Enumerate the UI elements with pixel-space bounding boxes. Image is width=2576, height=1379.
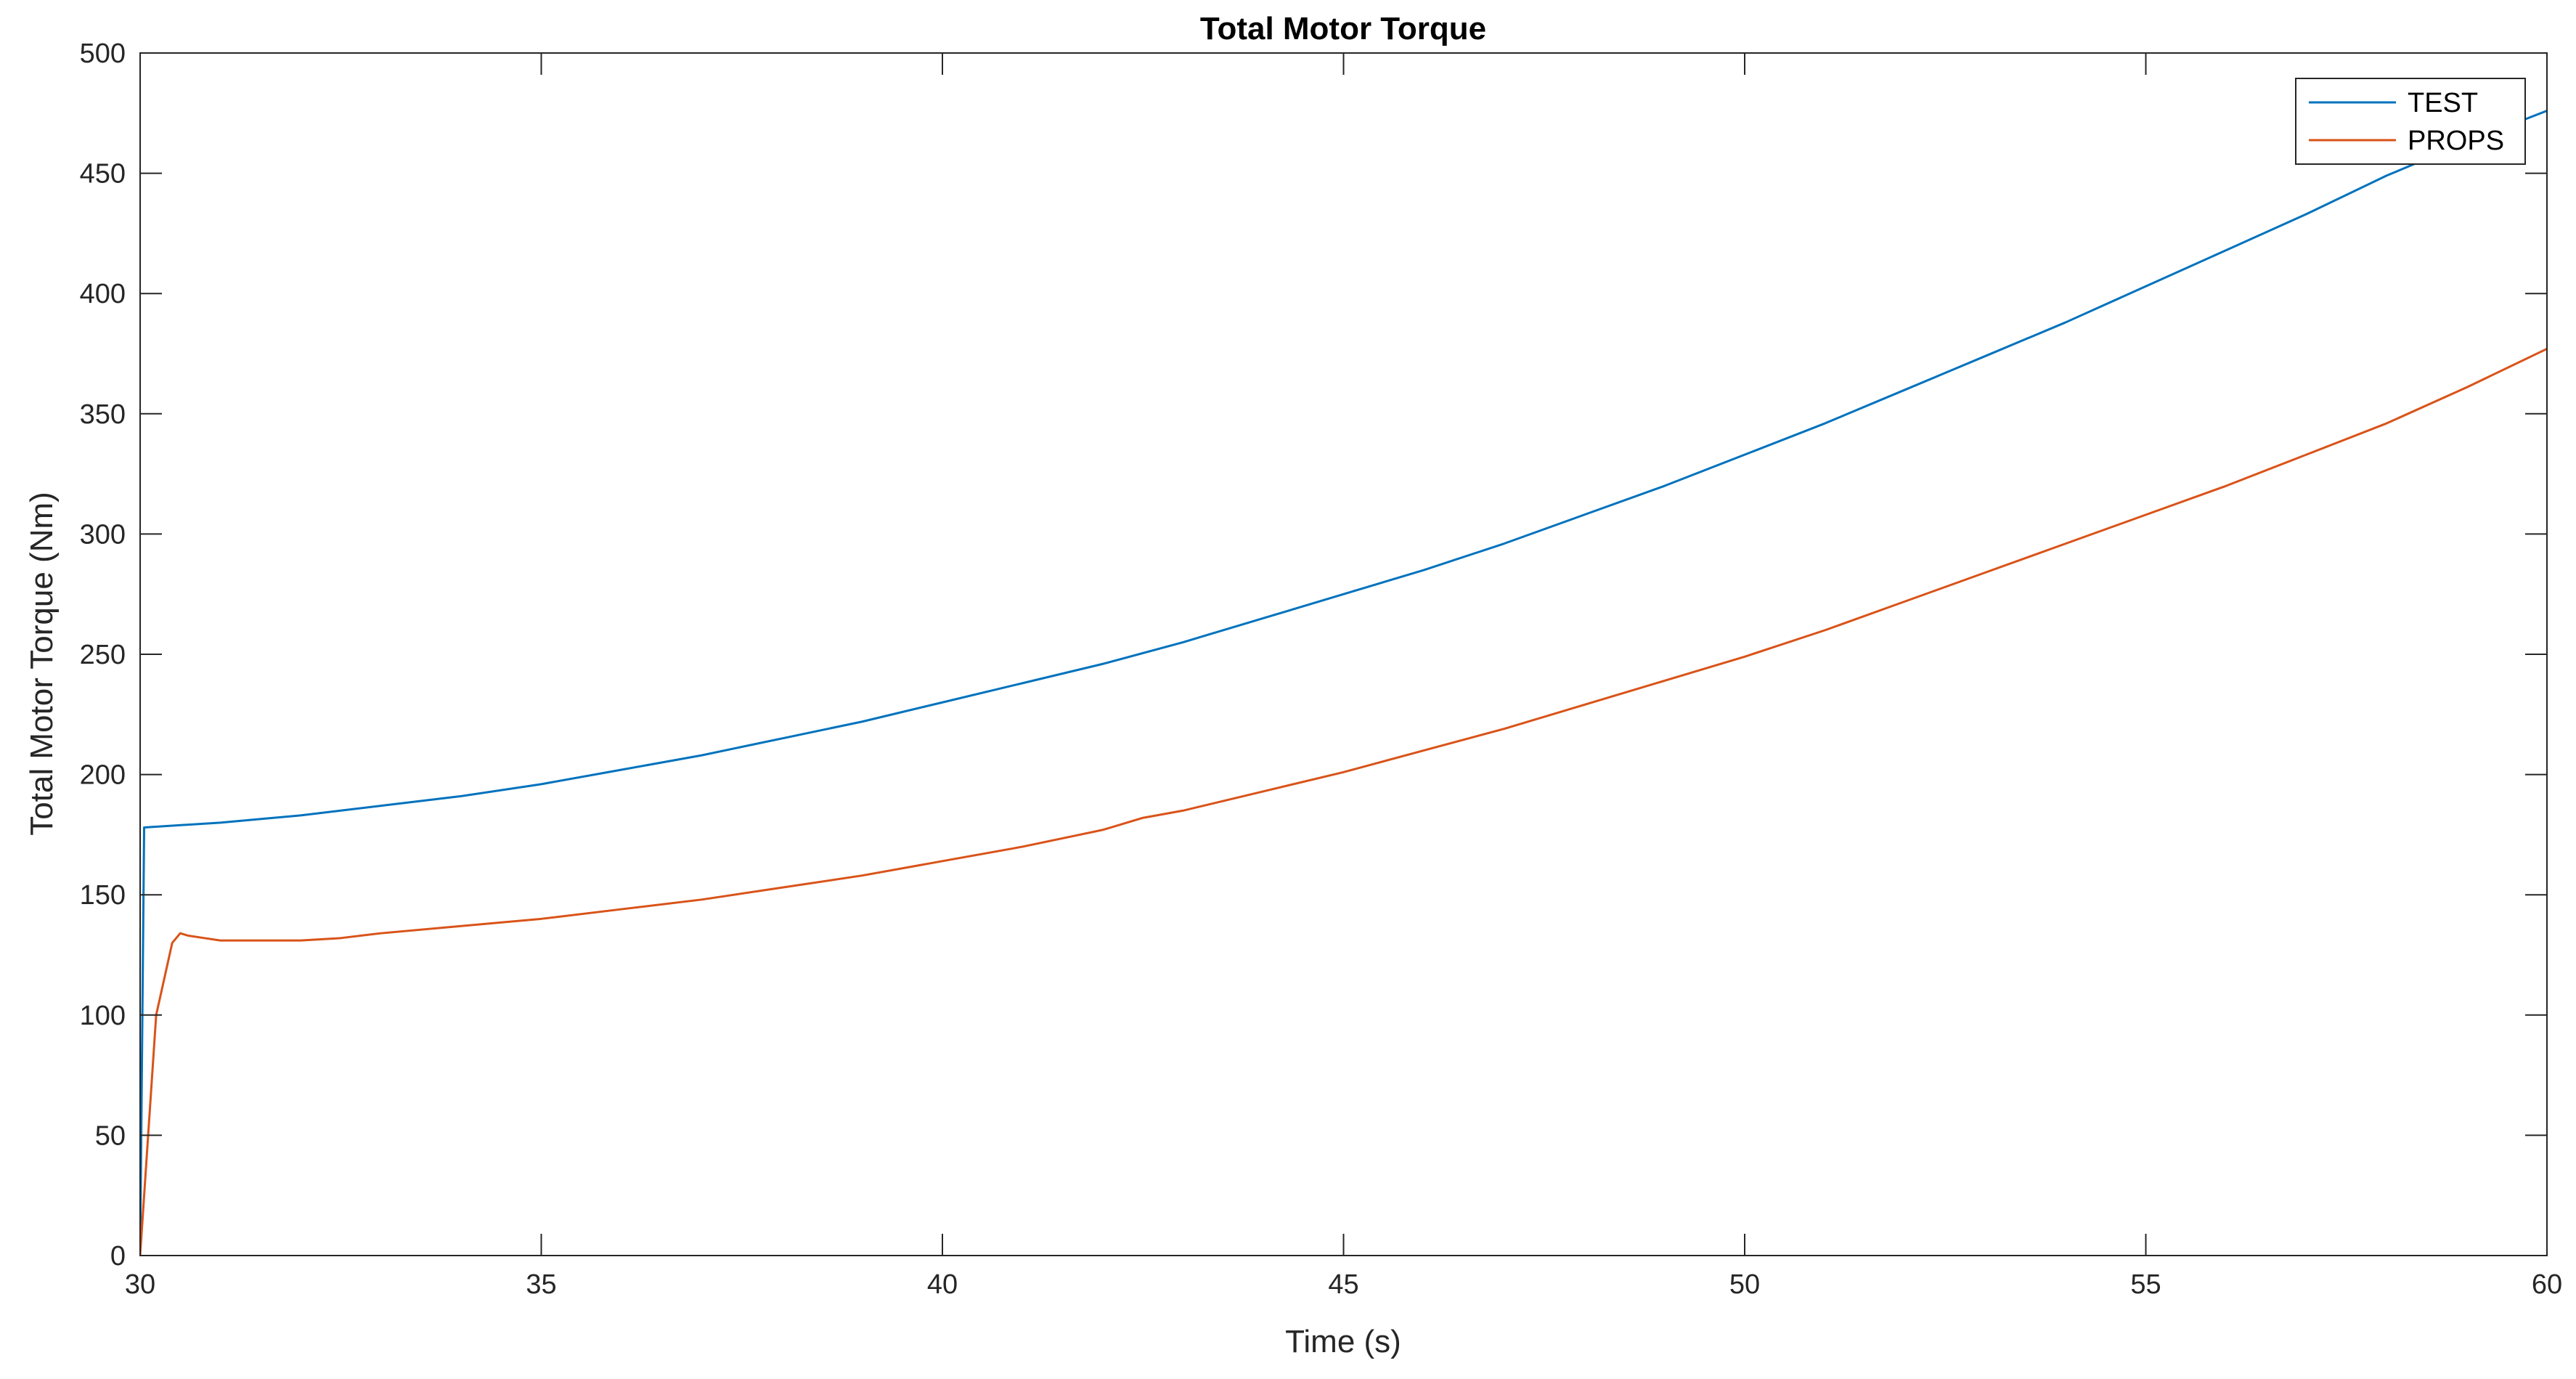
- y-tick-label: 350: [80, 399, 126, 430]
- x-axis-label: Time (s): [1285, 1324, 1401, 1359]
- x-tick-label: 60: [2532, 1269, 2562, 1300]
- chart-title: Total Motor Torque: [1200, 11, 1486, 46]
- y-axis-label: Total Motor Torque (Nm): [24, 492, 60, 836]
- x-tick-label: 50: [1729, 1269, 1760, 1300]
- x-tick-label: 30: [125, 1269, 155, 1300]
- series-line-test: [140, 110, 2547, 1256]
- x-tick-label: 40: [927, 1269, 958, 1300]
- y-tick-label: 300: [80, 519, 126, 550]
- y-tick-label: 0: [110, 1241, 126, 1272]
- y-tick-label: 100: [80, 1001, 126, 1031]
- series-line-props: [140, 348, 2547, 1256]
- y-tick-label: 400: [80, 279, 126, 309]
- legend-label-test: TEST: [2408, 88, 2478, 118]
- legend: TEST PROPS: [2295, 78, 2526, 165]
- x-tick-label: 45: [1328, 1269, 1358, 1300]
- y-tick-label: 450: [80, 159, 126, 190]
- legend-box: [2295, 78, 2526, 165]
- y-tick-label: 200: [80, 760, 126, 791]
- axes-background: [140, 53, 2547, 1256]
- y-tick-label: 50: [95, 1120, 126, 1151]
- legend-label-props: PROPS: [2408, 126, 2504, 156]
- y-tick-label: 150: [80, 880, 126, 911]
- y-tick-label: 250: [80, 640, 126, 670]
- y-tick-label: 500: [80, 38, 126, 69]
- x-tick-label: 55: [2130, 1269, 2161, 1300]
- series-group: [140, 110, 2547, 1256]
- plot-area: 30 35 40 45 50 55 60 0 50 100 150 200 250 300 350 400 45…: [80, 38, 2563, 1300]
- x-tick-label: 35: [526, 1269, 556, 1300]
